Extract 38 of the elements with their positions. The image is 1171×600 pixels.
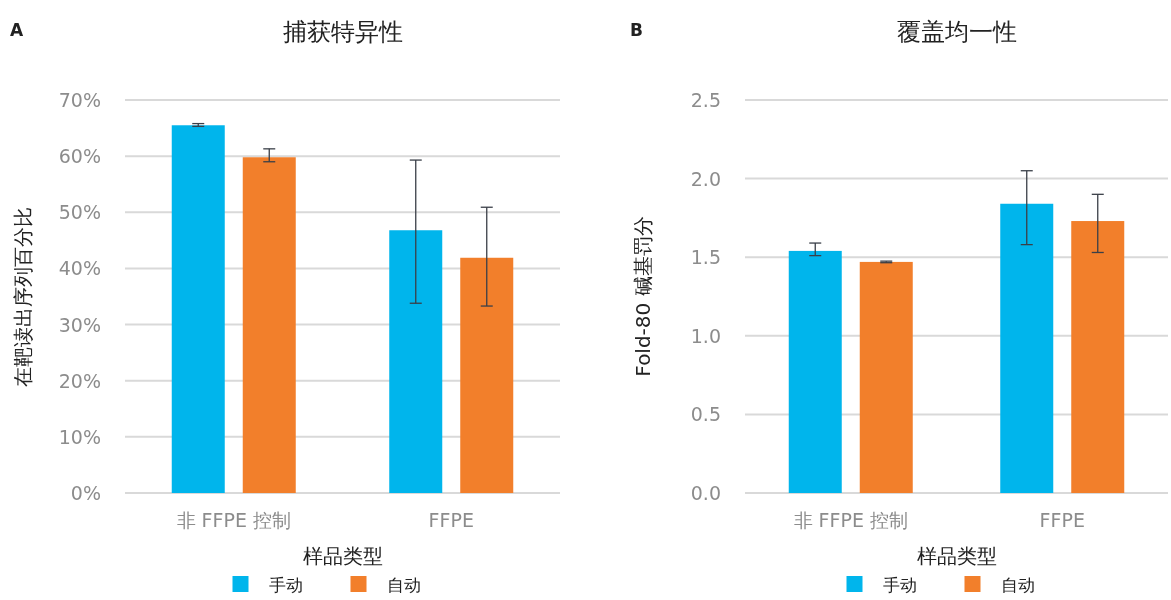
y-tick-label: 1.5	[690, 246, 721, 269]
y-tick-label: 0.0	[690, 482, 721, 504]
y-tick-label: 60%	[58, 145, 101, 168]
bar	[788, 250, 842, 493]
y-tick-label: 50%	[58, 201, 101, 224]
x-tick-label: 非 FFPE 控制	[793, 509, 908, 531]
text: B	[630, 20, 643, 40]
y-tick-label: 0.5	[690, 403, 721, 426]
legend-label: 手动	[268, 575, 303, 595]
x-tick-label: FFPE	[428, 509, 474, 531]
chart-title: 捕获特异性	[282, 18, 403, 46]
y-tick-label: 30%	[58, 313, 101, 336]
legend-label: 自动	[386, 575, 421, 595]
y-tick-label: 20%	[58, 369, 101, 392]
chart-title: 覆盖均一性	[896, 18, 1017, 46]
bar	[859, 261, 913, 493]
y-tick-label: 40%	[58, 257, 101, 280]
bar	[171, 125, 225, 493]
bar	[1000, 203, 1054, 493]
y-tick-label: 2.0	[690, 167, 721, 190]
y-tick-label: 1.0	[690, 324, 721, 347]
y-tick-label: 2.5	[690, 89, 721, 111]
x-tick-label: FFPE	[1039, 509, 1085, 531]
bar	[389, 230, 443, 493]
y-axis-title: 在靶读出序列百分比	[11, 206, 35, 387]
y-tick-label: 10%	[58, 425, 101, 448]
y-tick-label: 70%	[58, 89, 101, 111]
y-tick-label: 0%	[70, 482, 101, 504]
bar	[1071, 221, 1125, 493]
legend-label: 手动	[882, 575, 917, 595]
x-axis-title: 样品类型	[916, 544, 997, 568]
x-tick-label: 非 FFPE 控制	[176, 509, 291, 531]
bar	[460, 257, 514, 493]
x-axis-title: 样品类型	[302, 544, 383, 568]
legend-label: 自动	[1000, 575, 1035, 595]
bar	[242, 157, 296, 493]
y-axis-title: Fold-80 碱基罚分	[631, 216, 655, 377]
text: A	[10, 20, 24, 40]
